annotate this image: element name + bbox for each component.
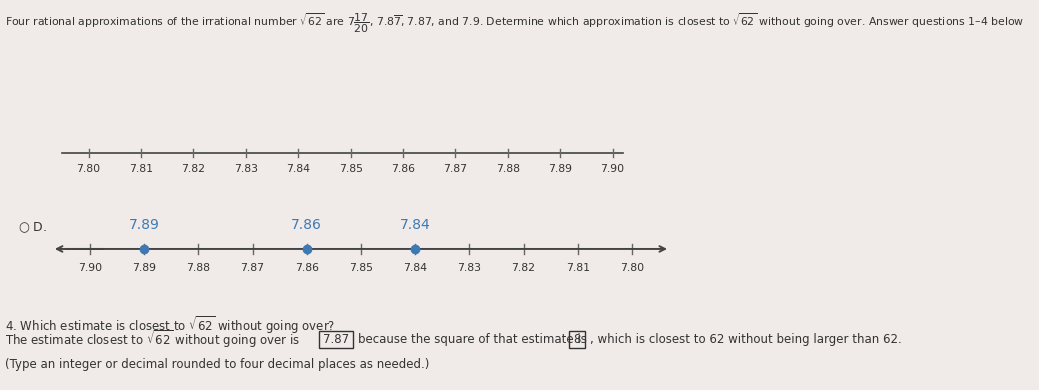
- Text: 7.88: 7.88: [496, 165, 520, 174]
- Text: $\bigcirc$ D.: $\bigcirc$ D.: [18, 221, 47, 236]
- Text: 7.83: 7.83: [457, 263, 481, 273]
- Text: 7.84: 7.84: [286, 165, 311, 174]
- Text: 8: 8: [574, 333, 581, 346]
- Text: 7.90: 7.90: [601, 165, 624, 174]
- Text: 7.81: 7.81: [129, 165, 153, 174]
- Text: 7.84: 7.84: [403, 263, 427, 273]
- Text: 7.86: 7.86: [291, 218, 322, 232]
- Text: 7.85: 7.85: [339, 165, 363, 174]
- Text: The estimate closest to $\sqrt{62}$ without going over is: The estimate closest to $\sqrt{62}$ with…: [5, 328, 300, 350]
- FancyBboxPatch shape: [319, 331, 353, 348]
- Text: 4. Which estimate is closest to $\sqrt{62}$ without going over?: 4. Which estimate is closest to $\sqrt{6…: [5, 314, 336, 336]
- Text: 7.81: 7.81: [566, 263, 590, 273]
- Text: 7.87: 7.87: [240, 263, 265, 273]
- Text: 7.89: 7.89: [132, 263, 156, 273]
- Text: 7.84: 7.84: [400, 218, 430, 232]
- Text: 7.82: 7.82: [511, 263, 535, 273]
- Text: 7.80: 7.80: [77, 165, 101, 174]
- Text: because the square of that estimate is: because the square of that estimate is: [358, 333, 587, 346]
- Text: 7.87: 7.87: [323, 333, 349, 346]
- Text: 7.85: 7.85: [349, 263, 373, 273]
- Text: (Type an integer or decimal rounded to four decimal places as needed.): (Type an integer or decimal rounded to f…: [5, 358, 429, 371]
- Text: 7.88: 7.88: [186, 263, 210, 273]
- FancyBboxPatch shape: [569, 331, 585, 348]
- Text: 7.90: 7.90: [78, 263, 102, 273]
- Text: Four rational approximations of the irrational number $\sqrt{62}$ are $7\dfrac{1: Four rational approximations of the irra…: [5, 12, 1024, 35]
- Text: 7.80: 7.80: [620, 263, 644, 273]
- Text: , which is closest to 62 without being larger than 62.: , which is closest to 62 without being l…: [590, 333, 902, 346]
- Text: 7.86: 7.86: [391, 165, 415, 174]
- Text: 7.89: 7.89: [549, 165, 572, 174]
- Text: 7.89: 7.89: [129, 218, 160, 232]
- Text: 7.86: 7.86: [295, 263, 319, 273]
- Text: 7.87: 7.87: [444, 165, 468, 174]
- Text: 7.82: 7.82: [182, 165, 206, 174]
- Text: 7.83: 7.83: [234, 165, 258, 174]
